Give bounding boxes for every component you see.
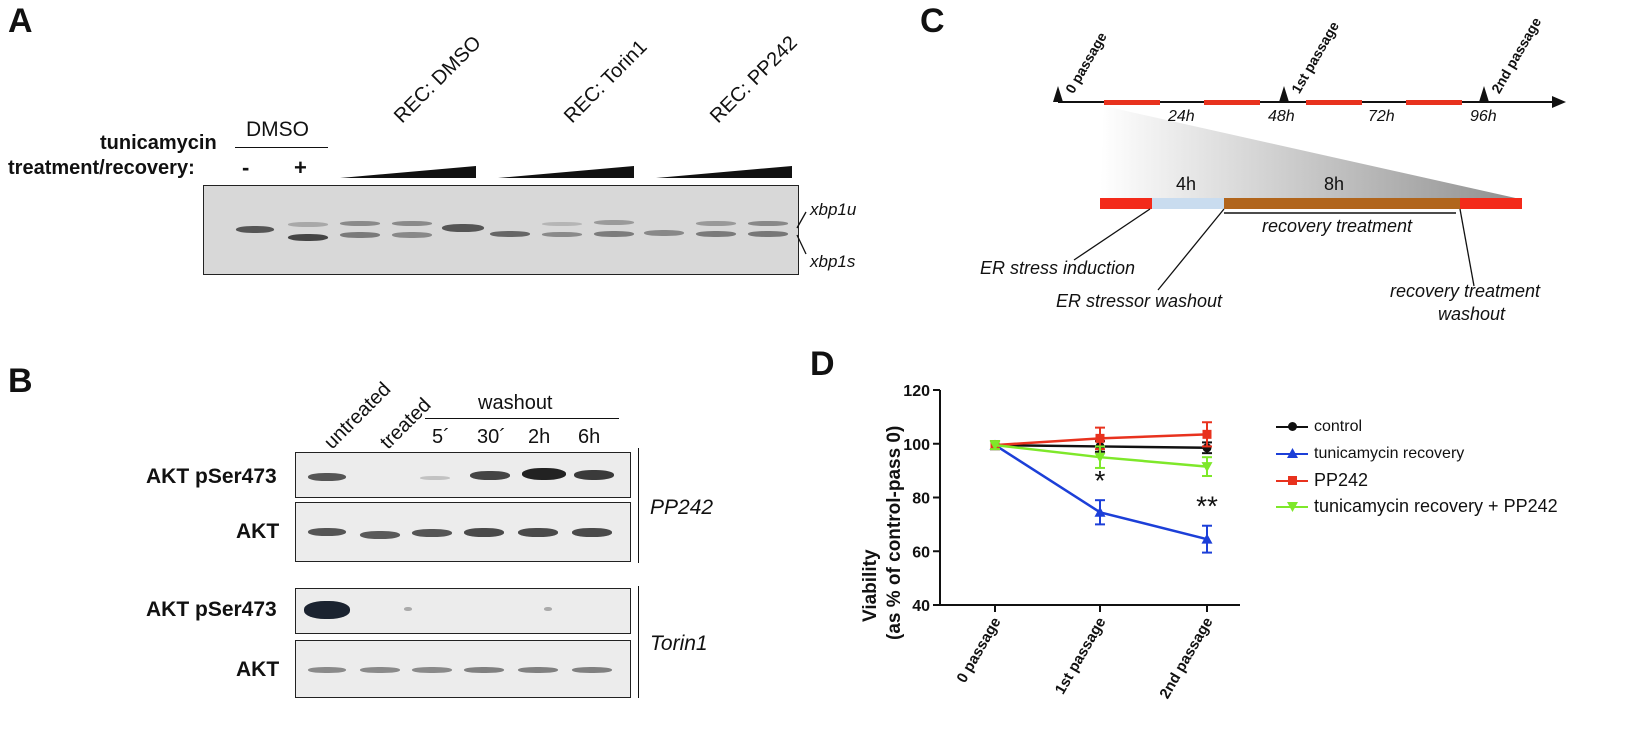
inhibitor-pp242: PP242	[650, 496, 714, 519]
label-xbp1s: xbp1s	[810, 252, 856, 271]
row-label-pser473-1: AKT pSer473	[146, 465, 277, 488]
significance-1: **	[1196, 491, 1218, 522]
recovery-treatment-label: recovery treatment	[1262, 216, 1413, 236]
segment-4h: 4h	[1176, 174, 1197, 194]
y-tick-label-80: 80	[912, 491, 930, 508]
legend-label-tunicamycin-recovery-pp242: tunicamycin recovery + PP242	[1314, 496, 1558, 516]
time-2h: 2h	[528, 426, 551, 448]
tunicamycin-label: tunicamycin	[100, 132, 217, 154]
panel-letter-a: A	[8, 2, 33, 40]
hour-48h: 48h	[1268, 108, 1295, 125]
legend-label-tunicamycin-recovery: tunicamycin recovery	[1314, 445, 1465, 462]
er-stress-induction-label: ER stress induction	[980, 258, 1136, 278]
timeline-diagram	[1053, 86, 1566, 291]
sign-minus: -	[242, 155, 250, 180]
point-2-1	[1095, 433, 1105, 443]
point-2-2	[1202, 429, 1212, 439]
hour-24h: 24h	[1168, 108, 1195, 125]
panel-letter-c: C	[920, 2, 945, 40]
legend-label-pp242: PP242	[1314, 470, 1369, 490]
panel-letter-b: B	[8, 362, 33, 400]
washout-underline	[425, 418, 619, 419]
row-label-akt-2: AKT	[236, 658, 280, 681]
legend-label-control: control	[1314, 418, 1363, 435]
recovery-treatment-washout-line1: recovery treatment	[1390, 281, 1541, 301]
time-30: 30´	[477, 426, 506, 448]
y-tick-label-100: 100	[903, 437, 930, 454]
blot-torin1-pser473	[295, 588, 631, 634]
y-tick-label-60: 60	[912, 544, 930, 561]
dose-wedges	[340, 166, 792, 178]
significance-0: *	[1095, 465, 1106, 496]
blot-pp242-akt	[295, 502, 631, 562]
band-leaders	[796, 211, 807, 255]
hour-72h: 72h	[1368, 108, 1395, 125]
sign-plus: +	[294, 155, 307, 180]
blot-pp242-pser473	[295, 452, 631, 498]
time-6h: 6h	[578, 426, 601, 448]
y-tick-label-120: 120	[903, 383, 930, 400]
y-tick-label-40: 40	[912, 598, 930, 615]
point-3-2	[1201, 462, 1213, 473]
recovery-treatment-washout-line2: washout	[1438, 304, 1506, 324]
row-label-pser473-2: AKT pSer473	[146, 598, 277, 621]
bracket-torin1	[638, 586, 639, 698]
y-axis-label-line2: (as % of control-pass 0)	[884, 425, 905, 640]
blot-torin1-akt	[295, 640, 631, 698]
point-1-1	[1094, 506, 1106, 517]
bracket-pp242	[638, 448, 639, 563]
washout-label: washout	[478, 392, 553, 414]
point-3-0	[989, 440, 1001, 451]
x-tick-label-2: 2nd passage	[1156, 615, 1216, 702]
label-xbp1u: xbp1u	[810, 200, 857, 219]
er-stressor-washout-label: ER stressor washout	[1056, 291, 1223, 311]
inhibitor-torin1: Torin1	[650, 632, 708, 655]
group-label-dmso: DMSO	[246, 118, 309, 141]
x-tick-label-0: 0 passage	[953, 615, 1004, 686]
y-axis-label-line1: Viability	[860, 549, 881, 622]
hour-96h: 96h	[1470, 108, 1497, 125]
dmso-underline	[235, 147, 328, 148]
panel-letter-d: D	[810, 345, 835, 383]
point-1-2	[1201, 533, 1213, 544]
segment-8h: 8h	[1324, 174, 1345, 194]
xbp1-gel	[203, 185, 799, 275]
time-5: 5´	[432, 426, 450, 448]
treatment-recovery-label: treatment/recovery:	[8, 157, 195, 179]
x-tick-label-1: 1st passage	[1052, 615, 1110, 698]
point-3-1	[1094, 452, 1106, 463]
row-label-akt-1: AKT	[236, 520, 280, 543]
